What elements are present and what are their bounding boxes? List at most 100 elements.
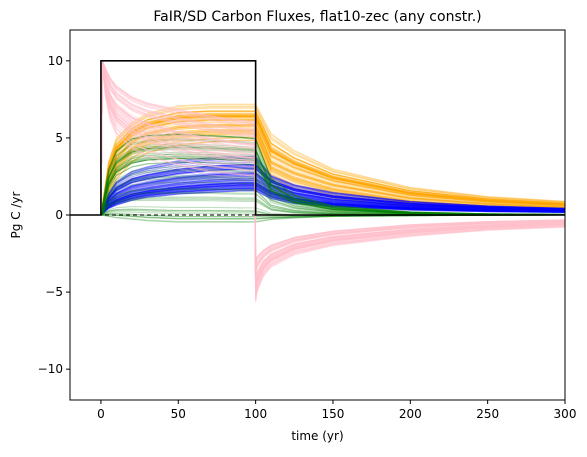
ensemble-line	[100, 116, 565, 216]
ensemble-line	[100, 146, 565, 216]
ensemble-line	[100, 189, 565, 216]
ensemble-line	[100, 115, 565, 216]
ensemble-line	[100, 128, 565, 216]
y-tick-label: 0	[55, 208, 63, 222]
ensemble-line	[100, 61, 565, 269]
ensemble-line	[100, 62, 565, 286]
ensemble-line	[100, 61, 565, 275]
ensemble-line	[100, 145, 565, 216]
ensemble-line	[100, 61, 565, 269]
ensemble-line	[100, 139, 565, 216]
ensemble-line	[100, 115, 565, 216]
ensemble-line	[100, 140, 565, 216]
ensemble-line	[100, 126, 565, 216]
ensemble-line	[100, 179, 565, 216]
ensemble-line	[100, 178, 565, 216]
ensemble-line	[100, 163, 565, 216]
ensemble-line	[100, 185, 565, 216]
ensemble-line	[100, 107, 565, 216]
ensemble-line	[100, 61, 565, 272]
ensemble-line	[100, 182, 565, 216]
ensemble-line	[100, 174, 565, 216]
ensemble-line	[100, 184, 565, 216]
ensemble-line	[100, 168, 565, 216]
ensemble-line	[100, 66, 565, 301]
ensemble-line	[100, 133, 565, 216]
ensemble-line	[100, 62, 565, 281]
ensemble-line	[100, 181, 565, 216]
ensemble-line	[100, 165, 565, 216]
ensemble-line	[100, 187, 565, 216]
ensemble-line	[100, 111, 565, 216]
ensemble-line	[100, 164, 565, 216]
ensemble-line	[100, 128, 565, 216]
ensemble-line	[100, 146, 565, 216]
ensemble-line	[100, 119, 565, 216]
ensemble-line	[100, 166, 565, 216]
ensemble-line	[100, 123, 565, 216]
ensemble-line	[100, 62, 565, 288]
ensemble-line	[100, 62, 565, 283]
ensemble-line	[100, 130, 565, 216]
ensemble-line	[100, 180, 565, 216]
ensemble-line	[100, 62, 565, 287]
ensemble-line	[100, 182, 565, 216]
ensemble-line	[100, 151, 565, 216]
ensemble-line	[100, 106, 565, 216]
ensemble-line	[100, 124, 565, 216]
ensemble-line	[100, 62, 565, 282]
ensemble-line	[100, 182, 565, 216]
ensemble-line	[100, 113, 565, 216]
ensemble-line	[100, 65, 565, 298]
ensemble-line	[100, 120, 565, 216]
y-tick-label: 5	[55, 131, 63, 145]
ensemble-line	[100, 63, 565, 290]
ensemble-line	[100, 114, 565, 216]
ensemble-line	[100, 62, 565, 281]
ensemble-line	[100, 139, 565, 216]
ensemble-line	[100, 175, 565, 216]
ensemble-line	[100, 133, 565, 216]
ensemble-line	[100, 116, 565, 216]
ensemble-line	[100, 120, 565, 216]
ensemble-line	[100, 110, 565, 216]
ensemble-line	[100, 188, 565, 216]
ensemble-line	[100, 64, 565, 295]
ensemble-line	[100, 61, 565, 272]
ensemble-line	[100, 131, 565, 216]
ensemble-line	[100, 61, 565, 280]
ensemble-line	[100, 182, 565, 216]
ensemble-line	[100, 187, 565, 216]
ensemble-line	[100, 60, 565, 262]
plot-lines	[70, 60, 565, 303]
ensemble-line	[100, 161, 565, 216]
ensemble-line	[100, 63, 565, 290]
ensemble-line	[100, 186, 565, 216]
ensemble-line	[100, 64, 565, 292]
ensemble-line	[100, 132, 565, 216]
ensemble-line	[100, 121, 565, 216]
ensemble-line	[100, 147, 565, 216]
ensemble-line	[100, 116, 565, 216]
ensemble-line	[100, 188, 565, 216]
ensemble-line	[100, 123, 565, 216]
ensemble-line	[100, 64, 565, 292]
ensemble-line	[100, 60, 565, 262]
ensemble-line	[100, 119, 565, 216]
ensemble-line	[100, 148, 565, 216]
ensemble-line	[100, 125, 565, 216]
ensemble-line	[100, 164, 565, 216]
ensemble-line	[100, 178, 565, 216]
y-axis-ticks: −10 −5 0 5 10	[38, 54, 70, 376]
ensemble-line	[100, 178, 565, 216]
ensemble-line	[100, 110, 565, 216]
ensemble-line	[100, 184, 565, 216]
ensemble-line	[100, 172, 565, 216]
ensemble-line	[100, 113, 565, 216]
ensemble-line	[100, 130, 565, 216]
ensemble-line	[100, 156, 565, 216]
ensemble-line	[100, 165, 565, 216]
series-0-ensemble	[100, 103, 565, 216]
y-tick-label: 10	[48, 54, 63, 68]
ensemble-line	[100, 134, 565, 216]
